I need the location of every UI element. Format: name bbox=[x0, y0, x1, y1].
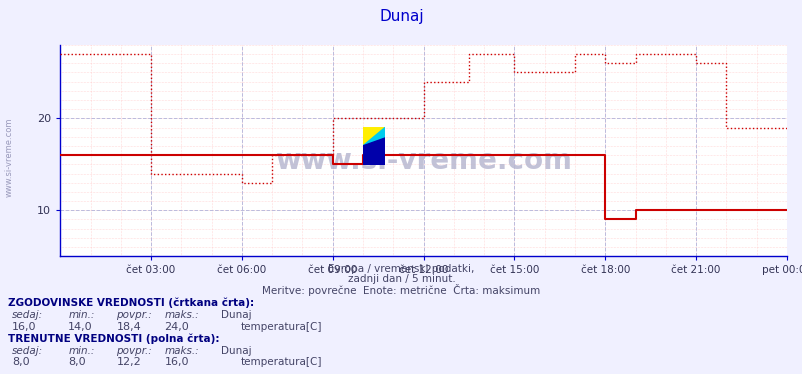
Text: sedaj:: sedaj: bbox=[12, 310, 43, 321]
Text: sedaj:: sedaj: bbox=[12, 346, 43, 356]
Polygon shape bbox=[363, 127, 385, 146]
Text: www.si-vreme.com: www.si-vreme.com bbox=[275, 147, 571, 175]
Text: Evropa / vremenski podatki,: Evropa / vremenski podatki, bbox=[328, 264, 474, 274]
Text: ZGODOVINSKE VREDNOSTI (črtkana črta):: ZGODOVINSKE VREDNOSTI (črtkana črta): bbox=[8, 297, 254, 308]
Text: Dunaj: Dunaj bbox=[379, 9, 423, 24]
Text: www.si-vreme.com: www.si-vreme.com bbox=[5, 117, 14, 197]
Text: 16,0: 16,0 bbox=[12, 322, 37, 332]
Text: Meritve: povrečne  Enote: metrične  Črta: maksimum: Meritve: povrečne Enote: metrične Črta: … bbox=[262, 284, 540, 296]
Text: temperatura[C]: temperatura[C] bbox=[241, 357, 322, 367]
Text: Dunaj: Dunaj bbox=[221, 310, 251, 321]
Text: temperatura[C]: temperatura[C] bbox=[241, 322, 322, 332]
Text: 16,0: 16,0 bbox=[164, 357, 189, 367]
Text: 14,0: 14,0 bbox=[68, 322, 93, 332]
Text: povpr.:: povpr.: bbox=[116, 310, 152, 321]
Text: maks.:: maks.: bbox=[164, 346, 199, 356]
Text: povpr.:: povpr.: bbox=[116, 346, 152, 356]
Polygon shape bbox=[363, 127, 385, 146]
Text: 8,0: 8,0 bbox=[12, 357, 30, 367]
Text: min.:: min.: bbox=[68, 346, 95, 356]
Polygon shape bbox=[363, 138, 385, 165]
Text: TRENUTNE VREDNOSTI (polna črta):: TRENUTNE VREDNOSTI (polna črta): bbox=[8, 334, 219, 344]
Text: Dunaj: Dunaj bbox=[221, 346, 251, 356]
Text: min.:: min.: bbox=[68, 310, 95, 321]
Text: zadnji dan / 5 minut.: zadnji dan / 5 minut. bbox=[347, 274, 455, 284]
Text: 24,0: 24,0 bbox=[164, 322, 189, 332]
Text: 8,0: 8,0 bbox=[68, 357, 86, 367]
Text: 12,2: 12,2 bbox=[116, 357, 141, 367]
Text: maks.:: maks.: bbox=[164, 310, 199, 321]
Text: 18,4: 18,4 bbox=[116, 322, 141, 332]
